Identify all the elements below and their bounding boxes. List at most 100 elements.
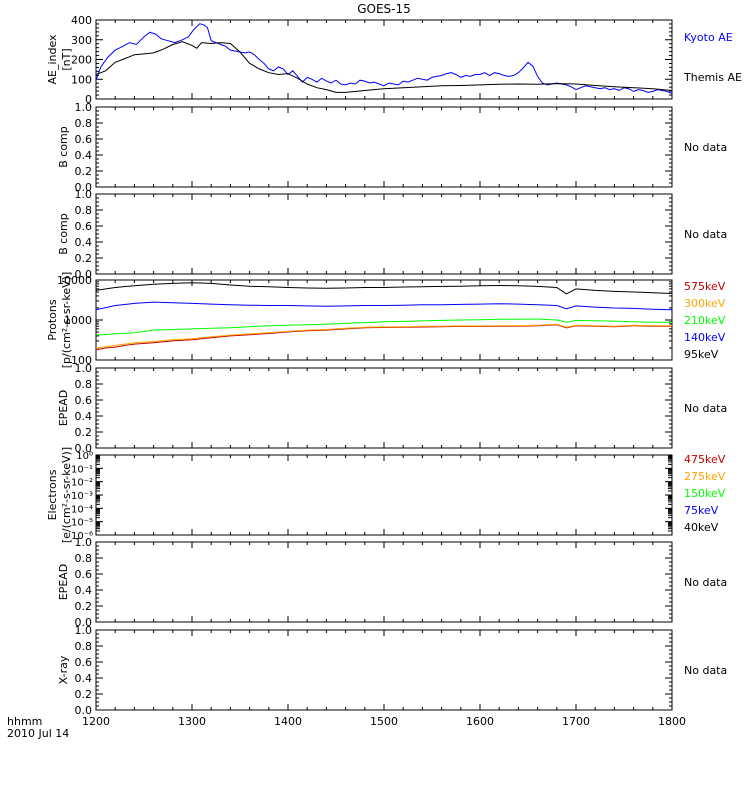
y-tick-label: 0.0 — [75, 616, 93, 629]
y-tick-label: 0.6 — [75, 568, 93, 581]
x-tick-label: 1400 — [274, 715, 302, 728]
y-tick-label: 1.0 — [75, 624, 93, 637]
y-tick-label: 0.4 — [75, 149, 93, 162]
panel-frame — [95, 629, 673, 711]
y-tick-label: 100 — [71, 73, 92, 86]
no-data-label: No data — [684, 228, 727, 241]
y-tick-label: 0.0 — [75, 704, 93, 717]
x-tick-label: 1600 — [466, 715, 494, 728]
y-tick-label: 0.6 — [75, 394, 93, 407]
y-tick-label: 10⁻¹ — [71, 464, 93, 475]
y-tick-label: 0.4 — [75, 236, 93, 249]
panel-frame — [95, 19, 673, 100]
panel-frame — [95, 367, 673, 449]
legend-electron-150keV: 150keV — [684, 487, 726, 500]
y-tick-label: 0.0 — [75, 181, 93, 194]
y-tick-label: 0.8 — [75, 117, 93, 130]
panel-ae-index: 0 100 200 300 400 AE_index [nT] Kyoto AE Themis … — [46, 14, 742, 106]
panel-frame — [95, 106, 673, 188]
panel-epead-1: 0.0 0.2 0.4 0.6 0.8 1.0 EPEAD No data — [57, 362, 727, 455]
panel-b-comp-1: 0.0 0.2 0.4 0.6 0.8 1.0 B comp No data — [57, 101, 727, 194]
legend-electron-75keV: 75keV — [684, 504, 719, 517]
series-line-140kev — [96, 301, 672, 311]
y-axis-label: AE_index — [46, 34, 59, 85]
no-data-label: No data — [684, 141, 727, 154]
y-tick-label: 0.2 — [75, 165, 93, 178]
y-tick-label: 0.0 — [75, 268, 93, 281]
no-data-label: No data — [684, 664, 727, 677]
y-tick-label: 400 — [71, 14, 92, 27]
y-tick-label: 0.2 — [75, 426, 93, 439]
y-axis-label: Electrons — [46, 469, 59, 520]
panel-b-comp-2: 0.0 0.2 0.4 0.6 0.8 1.0 B comp No data — [57, 188, 727, 281]
y-tick-label: 0.8 — [75, 552, 93, 565]
chart-title: GOES-15 — [357, 2, 411, 16]
y-tick-label: 10000 — [57, 274, 92, 287]
x-tick-label: 1500 — [370, 715, 398, 728]
y-tick-label: 1000 — [64, 314, 92, 327]
panel-x-ray: 0.0 0.2 0.4 0.6 0.8 1.0 X-ray No data — [57, 624, 727, 717]
y-tick-label: 0.4 — [75, 584, 93, 597]
x-tick-label: 1700 — [562, 715, 590, 728]
x-axis-label-hhmm: hhmm — [7, 715, 42, 728]
y-tick-label: 0.4 — [75, 410, 93, 423]
y-tick-label: 0.2 — [75, 688, 93, 701]
series-line-themis-ae — [96, 41, 672, 93]
y-tick-label: 10⁻² — [71, 478, 93, 489]
panel-frame — [95, 454, 673, 536]
legend-proton-210keV: 210keV — [684, 314, 726, 327]
legend-themis-ae: Themis AE — [683, 71, 742, 84]
y-tick-label: 10⁻⁶ — [71, 531, 93, 542]
series-line-95kev — [96, 282, 672, 295]
legend-electron-275keV: 275keV — [684, 470, 726, 483]
y-tick-label: 0.0 — [75, 442, 93, 455]
no-data-label: No data — [684, 576, 727, 589]
y-tick-label: 0.6 — [75, 133, 93, 146]
y-tick-label: 10⁻⁴ — [71, 504, 93, 515]
legend-proton-575keV: 575keV — [684, 280, 726, 293]
legend-kyoto-ae: Kyoto AE — [684, 31, 733, 44]
series-line-300kev — [96, 323, 672, 349]
y-tick-label: 0.8 — [75, 204, 93, 217]
legend-proton-140keV: 140keV — [684, 331, 726, 344]
y-tick-label: 10⁰ — [76, 451, 93, 462]
x-tick-label: 1800 — [658, 715, 686, 728]
y-tick-label: 0.6 — [75, 220, 93, 233]
y-tick-label: 10⁻³ — [71, 491, 93, 502]
x-tick-label: 1300 — [178, 715, 206, 728]
y-tick-label: 100 — [71, 354, 92, 367]
y-tick-label: 10⁻⁵ — [71, 518, 93, 529]
y-tick-label: 1.0 — [75, 188, 93, 201]
panel-frame — [95, 279, 673, 361]
y-tick-label: 0.4 — [75, 672, 93, 685]
panel-electrons: 10⁰ 10⁻¹ 10⁻² 10⁻³ 10⁻⁴ 10⁻⁵ 10⁻⁶ Electrons [e/(… — [46, 447, 726, 543]
x-axis-label-date: 2010 Jul 14 — [7, 727, 69, 740]
panel-protons: 100 1000 10000 Protons [p/(cm²-s-sr-keV)] 575… — [46, 272, 726, 369]
panel-frame — [95, 541, 673, 623]
series-line-575kev — [96, 324, 672, 351]
y-axis-label: EPEAD — [57, 564, 70, 601]
y-tick-label: 300 — [71, 34, 92, 47]
y-axis-unit-label: [e/(cm²-s-sr-keV)] — [60, 447, 73, 543]
y-tick-label: 0.2 — [75, 252, 93, 265]
y-tick-label: 1.0 — [75, 536, 93, 549]
series-line-210kev — [96, 318, 672, 336]
y-tick-label: 200 — [71, 54, 92, 67]
panel-frame — [95, 193, 673, 275]
panel-epead-2: 0.0 0.2 0.4 0.6 0.8 1.0 EPEAD No data — [57, 536, 727, 629]
y-axis-label: EPEAD — [57, 390, 70, 427]
y-tick-label: 1.0 — [75, 362, 93, 375]
x-tick-label: 1200 — [82, 715, 110, 728]
y-axis-unit-label: [nT] — [60, 48, 73, 70]
y-axis-label: B comp — [57, 213, 70, 255]
y-axis-label: X-ray — [57, 655, 70, 684]
y-tick-label: 0.8 — [75, 640, 93, 653]
y-tick-label: 0.8 — [75, 378, 93, 391]
y-tick-label: 0.6 — [75, 656, 93, 669]
series-line-kyoto-ae — [96, 23, 672, 94]
y-tick-label: 0 — [85, 93, 92, 106]
y-axis-label: Protons — [46, 299, 59, 340]
y-tick-label: 0.2 — [75, 600, 93, 613]
y-tick-label: 1.0 — [75, 101, 93, 114]
